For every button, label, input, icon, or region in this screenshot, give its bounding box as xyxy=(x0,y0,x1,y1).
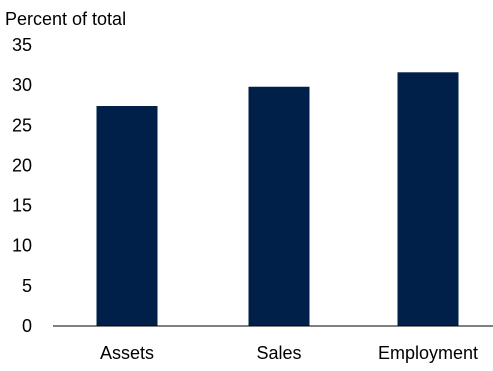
y-tick-label: 30 xyxy=(12,75,32,95)
bars xyxy=(96,72,459,327)
y-tick-label: 35 xyxy=(12,35,32,55)
x-tick-label: Sales xyxy=(256,343,301,363)
y-tick-label: 20 xyxy=(12,155,32,175)
y-tick-label: 15 xyxy=(12,196,32,216)
x-tick-label: Assets xyxy=(100,343,154,363)
y-axis-ticks: 0 5 10 15 20 25 30 35 xyxy=(12,35,32,336)
y-tick-label: 0 xyxy=(22,316,32,336)
x-tick-label: Employment xyxy=(378,343,478,363)
y-tick-label: 10 xyxy=(12,236,32,256)
y-tick-label: 25 xyxy=(12,115,32,135)
y-tick-label: 5 xyxy=(22,276,32,296)
x-axis-labels: Assets Sales Employment xyxy=(100,343,478,363)
bar xyxy=(248,86,310,327)
y-axis-title: Percent of total xyxy=(5,9,126,29)
bar xyxy=(96,106,158,326)
bar xyxy=(397,72,459,326)
